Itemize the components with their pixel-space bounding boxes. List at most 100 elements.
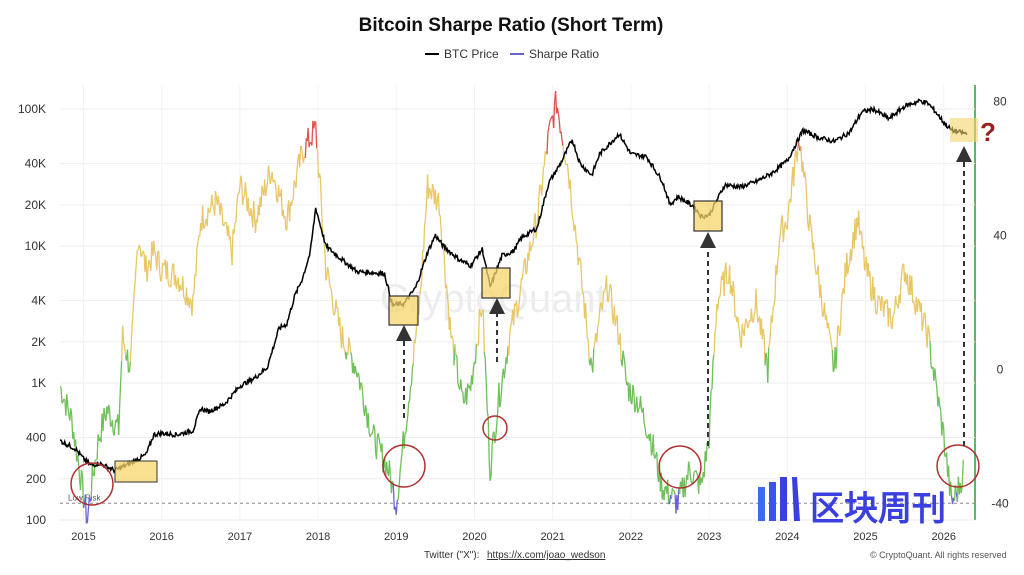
- sharpe-ratio-segment: [835, 347, 838, 369]
- sharpe-ratio-segment: [179, 284, 182, 291]
- sharpe-ratio-segment: [556, 107, 560, 114]
- sharpe-ratio-segment: [67, 405, 70, 414]
- sharpe-ratio-segment: [875, 312, 878, 315]
- sharpe-ratio-segment: [113, 426, 116, 436]
- sharpe-ratio-segment: [254, 219, 258, 233]
- sharpe-ratio-segment: [489, 475, 492, 481]
- sharpe-ratio-segment: [745, 318, 748, 322]
- sharpe-ratio-segment: [831, 350, 834, 372]
- sharpe-ratio-segment: [920, 302, 923, 332]
- sharpe-ratio-segment: [439, 215, 442, 230]
- sharpe-ratio-segment: [643, 422, 646, 428]
- sharpe-ratio-segment: [140, 255, 143, 258]
- sharpe-ratio-segment: [850, 246, 853, 261]
- sharpe-ratio-segment: [494, 434, 497, 443]
- sharpe-ratio-segment: [894, 295, 898, 305]
- sharpe-ratio-segment: [195, 247, 198, 277]
- sharpe-ratio-segment: [752, 315, 755, 323]
- sharpe-ratio-segment: [649, 433, 653, 456]
- sharpe-ratio-segment: [838, 330, 842, 337]
- sharpe-ratio-segment: [456, 356, 459, 384]
- sharpe-ratio-segment: [240, 175, 243, 183]
- sharpe-ratio-segment: [350, 352, 353, 357]
- sharpe-ratio-segment: [335, 299, 338, 309]
- sharpe-ratio-segment: [740, 323, 743, 348]
- sharpe-ratio-segment: [639, 395, 643, 410]
- sharpe-ratio-segment: [949, 481, 953, 496]
- sharpe-ratio-segment: [314, 120, 317, 123]
- sharpe-ratio-segment: [388, 460, 392, 476]
- sharpe-ratio-segment: [395, 500, 398, 515]
- sharpe-ratio-segment: [792, 163, 796, 187]
- sharpe-ratio-segment: [280, 189, 283, 217]
- sharpe-ratio-segment: [768, 343, 771, 348]
- sharpe-ratio-segment: [327, 266, 330, 274]
- sharpe-ratio-segment: [292, 180, 295, 200]
- sharpe-ratio-segment: [536, 217, 539, 225]
- footer-twitter-link[interactable]: https://x.com/joao_wedson: [487, 550, 605, 561]
- sharpe-ratio-segment: [284, 216, 287, 231]
- sharpe-ratio-segment: [271, 172, 274, 183]
- sharpe-ratio-segment: [130, 321, 133, 342]
- sharpe-ratio-segment: [392, 484, 395, 510]
- sharpe-ratio-segment: [805, 182, 808, 205]
- sharpe-ratio-segment: [753, 311, 756, 316]
- sharpe-ratio-segment: [118, 408, 121, 435]
- btc-price-series: [59, 98, 968, 474]
- sharpe-ratio-segment: [423, 216, 427, 226]
- sharpe-ratio-segment: [733, 292, 736, 318]
- sharpe-ratio-segment: [601, 291, 605, 310]
- sharpe-ratio-segment: [622, 350, 625, 359]
- grid-layer: [60, 85, 975, 521]
- sharpe-ratio-segment: [836, 325, 839, 348]
- sharpe-ratio-segment: [498, 382, 501, 408]
- sharpe-ratio-segment: [60, 387, 63, 404]
- circle-2019: [382, 444, 426, 488]
- x-tick-label: 2018: [306, 531, 330, 543]
- sharpe-ratio-segment: [714, 326, 717, 333]
- sharpe-ratio-segment: [582, 292, 585, 297]
- sharpe-ratio-segment: [812, 242, 816, 258]
- sharpe-ratio-segment: [726, 282, 729, 285]
- sharpe-ratio-segment: [774, 265, 777, 300]
- sharpe-ratio-segment: [171, 263, 174, 273]
- sharpe-ratio-segment: [500, 375, 504, 391]
- sharpe-ratio-segment: [333, 311, 336, 316]
- sharpe-ratio-segment: [462, 391, 465, 404]
- sharpe-ratio-segment: [357, 372, 360, 376]
- sharpe-ratio-segment: [483, 352, 486, 359]
- sharpe-ratio-segment: [166, 261, 169, 282]
- sharpe-ratio-segment: [319, 178, 322, 202]
- sharpe-ratio-segment: [574, 224, 577, 241]
- sharpe-ratio-segment: [644, 427, 647, 435]
- sharpe-ratio-segment: [728, 265, 732, 294]
- sharpe-ratio-segment: [471, 366, 475, 385]
- sharpe-ratio-segment: [564, 158, 567, 164]
- left-axis-ticks: 100K 40K 20K 10K 4K 2K 1K 400 200 100: [18, 102, 46, 527]
- sharpe-ratio-segment: [935, 379, 938, 389]
- sharpe-ratio-segment: [275, 188, 278, 201]
- sharpe-ratio-segment: [830, 343, 833, 351]
- sharpe-ratio-segment: [725, 262, 728, 284]
- sharpe-ratio-segment: [708, 411, 711, 449]
- sharpe-ratio-segment: [61, 401, 64, 404]
- sharpe-ratio-segment: [119, 361, 123, 383]
- sharpe-ratio-segment: [180, 289, 183, 291]
- sharpe-ratio-segment: [934, 368, 937, 380]
- sharpe-ratio-segment: [485, 382, 488, 411]
- sharpe-ratio-segment: [203, 227, 205, 230]
- y-left-tick-label: 200: [26, 472, 46, 486]
- sharpe-ratio-segment: [147, 260, 150, 270]
- sharpe-ratio-segment: [308, 142, 311, 148]
- sharpe-ratio-segment: [960, 483, 963, 493]
- sharpe-ratio-segment: [349, 344, 352, 353]
- sharpe-ratio-segment: [359, 382, 362, 390]
- sharpe-ratio-segment: [86, 510, 89, 523]
- legend: BTC Price Sharpe Ratio: [425, 47, 599, 61]
- sharpe-ratio-segment: [241, 197, 245, 205]
- sharpe-ratio-segment: [454, 344, 457, 355]
- sharpe-ratio-segment: [566, 163, 569, 174]
- sharpe-ratio-segment: [586, 337, 589, 340]
- sharpe-ratio-segment: [66, 394, 69, 406]
- sharpe-ratio-segment: [916, 298, 919, 313]
